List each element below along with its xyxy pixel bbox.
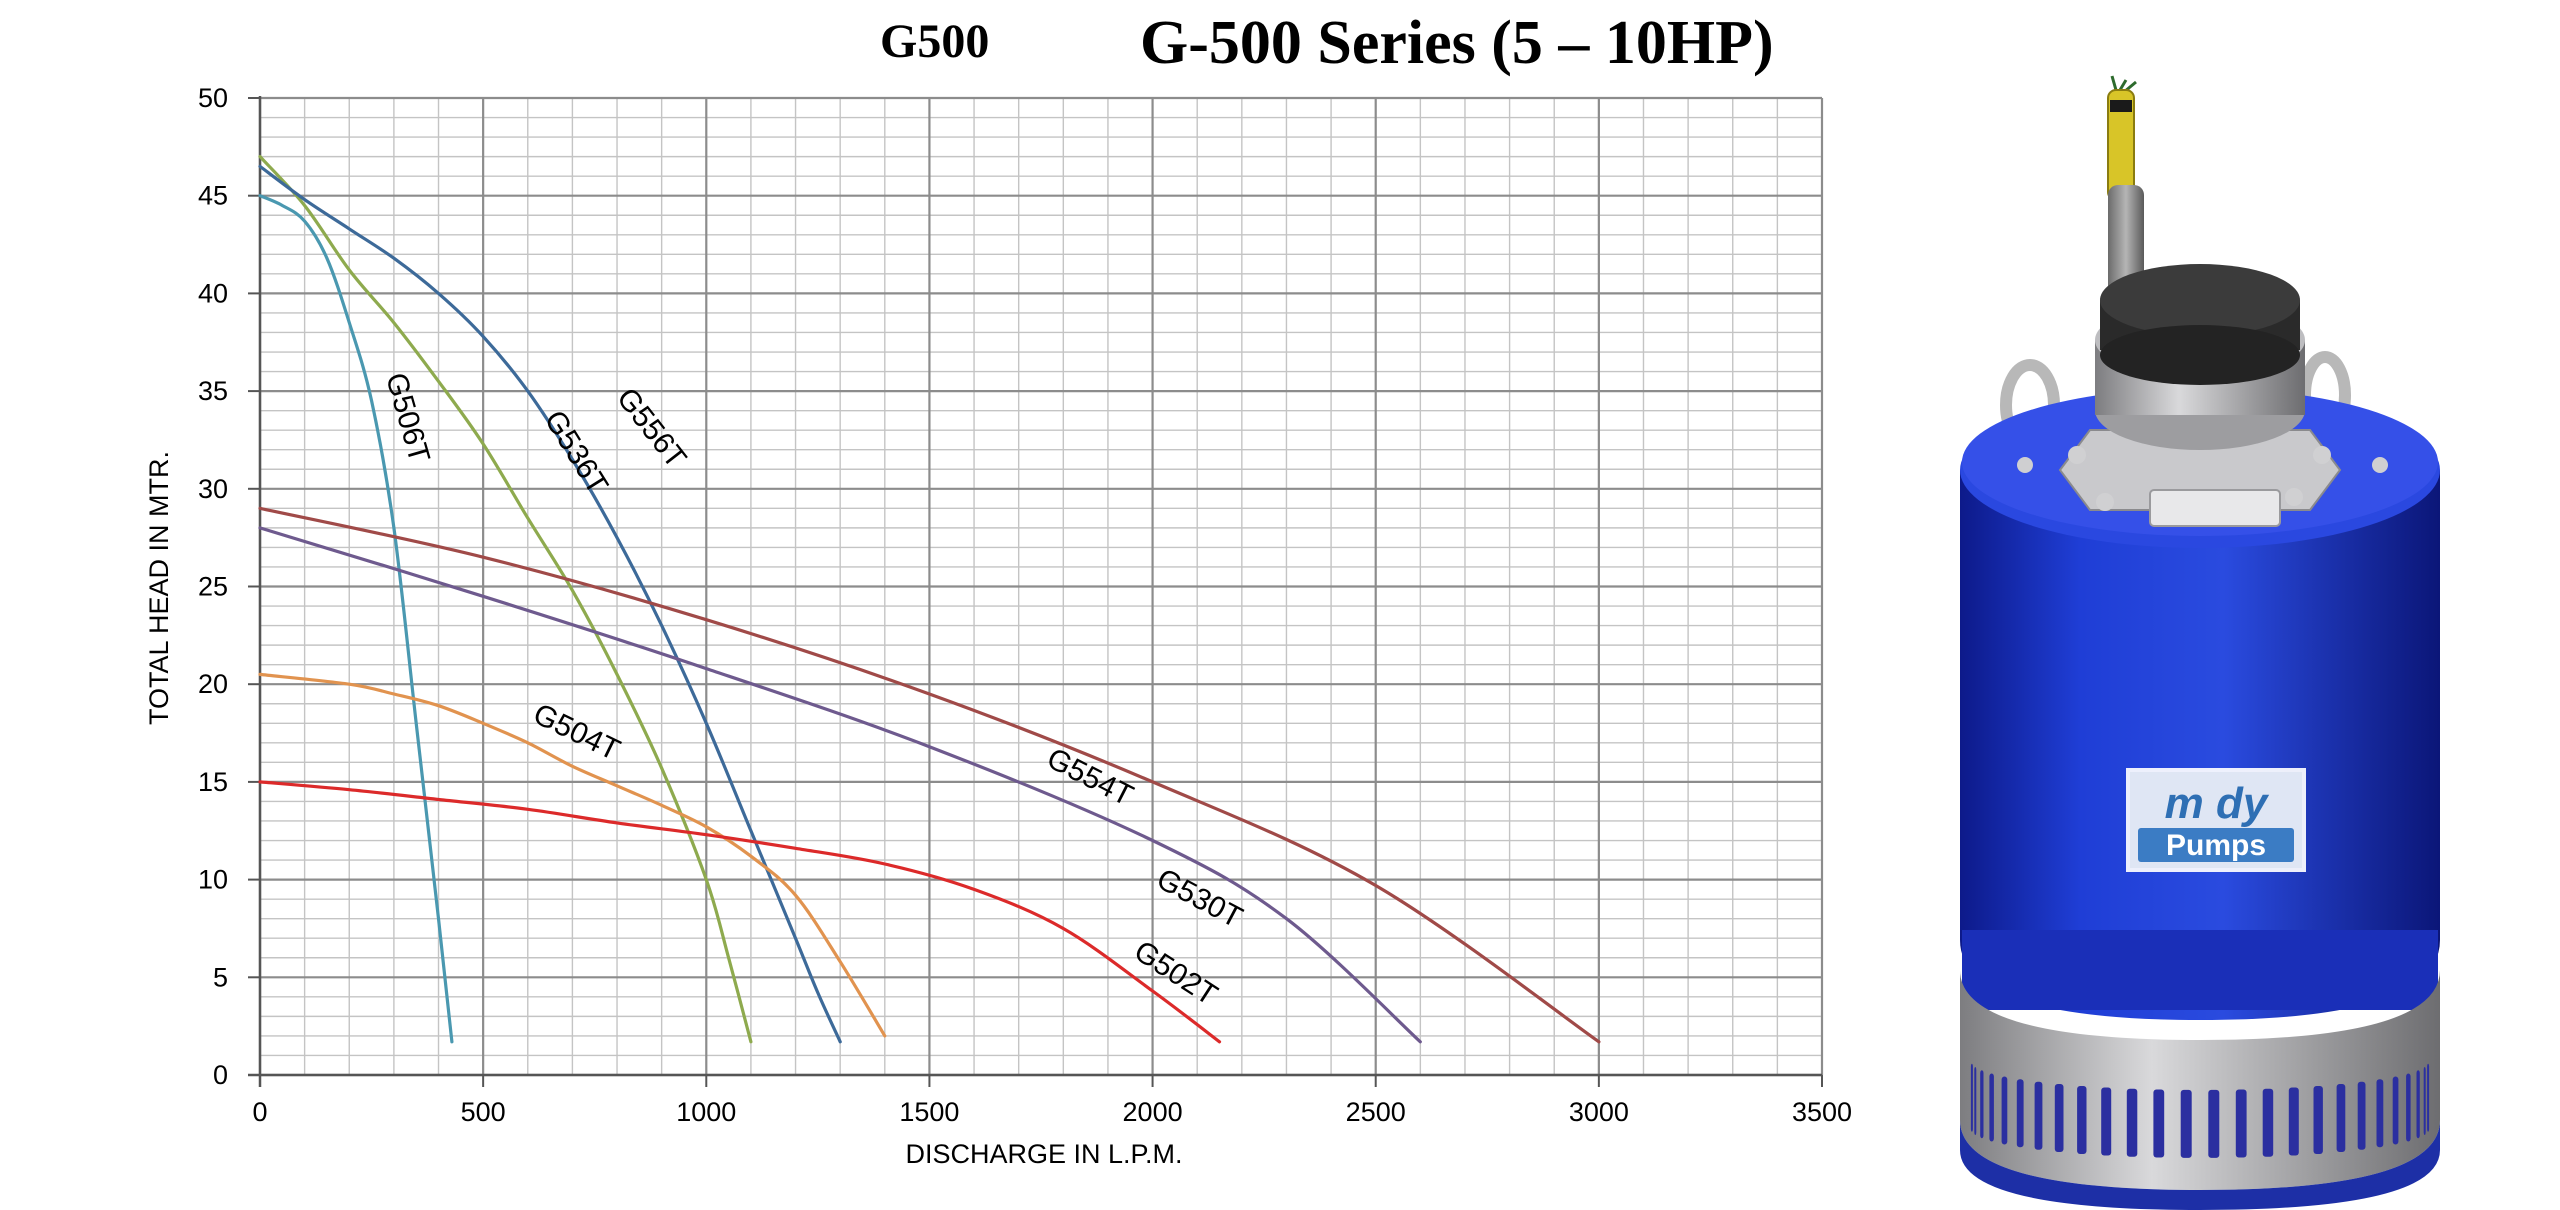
strainer-slot — [2262, 1088, 2274, 1157]
y-tick-label: 50 — [198, 83, 228, 113]
strainer-slot — [2235, 1089, 2247, 1158]
x-axis-label: DISCHARGE IN L.P.M. — [905, 1139, 1182, 1169]
x-tick-label: 3500 — [1792, 1097, 1852, 1127]
strainer-slot — [1989, 1073, 1994, 1142]
x-tick-label: 2000 — [1123, 1097, 1183, 1127]
y-tick-label: 35 — [198, 376, 228, 406]
y-tick-label: 30 — [198, 474, 228, 504]
strainer-slot — [2054, 1084, 2064, 1152]
series-line-g536t — [258, 155, 753, 1044]
motor-cap — [2017, 264, 2388, 527]
y-tick-label: 40 — [198, 278, 228, 308]
y-tick-label: 5 — [213, 962, 228, 992]
series-line-g530t — [258, 526, 1422, 1044]
strainer-slot — [1970, 1063, 1973, 1132]
series-line-g554t — [258, 506, 1601, 1044]
brand-subtitle: Pumps — [2166, 829, 2266, 862]
strainer-slot — [2416, 1070, 2420, 1139]
series-label-g504t: G504T — [528, 697, 625, 767]
strainer-slot — [2357, 1081, 2366, 1150]
strainer-slot — [2313, 1086, 2323, 1154]
series-label-g506t: G506T — [379, 369, 436, 466]
brand-logo: m dy Pumps — [2126, 768, 2306, 872]
x-tick-label: 1500 — [899, 1097, 959, 1127]
series-label-g554t: G554T — [1042, 742, 1139, 813]
series-line-g506t — [258, 194, 454, 1044]
strainer — [1960, 970, 2440, 1210]
series-label-g536t: G536T — [538, 405, 615, 500]
model-code: G500 — [880, 15, 990, 68]
x-tick-label: 500 — [461, 1097, 506, 1127]
y-tick-label: 10 — [198, 865, 228, 895]
x-tick-label: 2500 — [1346, 1097, 1406, 1127]
strainer-slot — [2423, 1067, 2426, 1135]
x-tick-label: 0 — [252, 1097, 267, 1127]
y-tick-label: 15 — [198, 767, 228, 797]
strainer-slot — [2016, 1079, 2024, 1148]
strainer-slot — [2034, 1081, 2043, 1150]
series-line-g556t — [258, 164, 842, 1044]
strainer-slot — [2288, 1087, 2299, 1156]
y-axis-label: TOTAL HEAD IN MTR. — [144, 451, 174, 725]
series-label-g502t: G502T — [1128, 934, 1223, 1012]
strainer-slot — [2077, 1086, 2087, 1154]
y-tick-label: 0 — [213, 1060, 228, 1090]
strainer-slot — [2427, 1063, 2430, 1132]
strainer-slot — [2392, 1076, 2399, 1145]
tick-labels: 0 500 1000 1500 2000 2500 3000 3500 0 5 10 15 20 25 30… — [198, 83, 1852, 1127]
series-lines — [258, 155, 1601, 1044]
strainer-slot — [1980, 1070, 1984, 1139]
strainer-slot — [2001, 1076, 2008, 1145]
x-tick-label: 3000 — [1569, 1097, 1629, 1127]
x-tick-label: 1000 — [676, 1097, 736, 1127]
strainer-slot — [1974, 1067, 1977, 1135]
y-tick-label: 25 — [198, 572, 228, 602]
strainer-slot — [2208, 1089, 2220, 1158]
chart-axes — [248, 96, 1823, 1087]
series-line-g502t — [258, 780, 1222, 1044]
series-line-g504t — [258, 672, 887, 1038]
strainer-slot — [2376, 1079, 2384, 1148]
strainer-slot — [2406, 1073, 2411, 1142]
strainer-slot — [2336, 1084, 2346, 1152]
major-grid — [258, 96, 1824, 1077]
brand-name: m dy — [2165, 779, 2270, 828]
strainer-slot — [2101, 1087, 2112, 1156]
strainer-slot — [2126, 1088, 2138, 1157]
chart-title: G-500 Series (5 – 10HP) — [1140, 9, 1774, 77]
y-tick-label: 45 — [198, 181, 228, 211]
strainer-slot — [2153, 1089, 2165, 1158]
pump-illustration: m dy Pumps — [1960, 75, 2440, 1210]
series-label-g556t: G556T — [610, 382, 692, 475]
y-tick-label: 20 — [198, 669, 228, 699]
strainer-slot — [2180, 1089, 2192, 1158]
series-label-g530t: G530T — [1151, 862, 1247, 934]
